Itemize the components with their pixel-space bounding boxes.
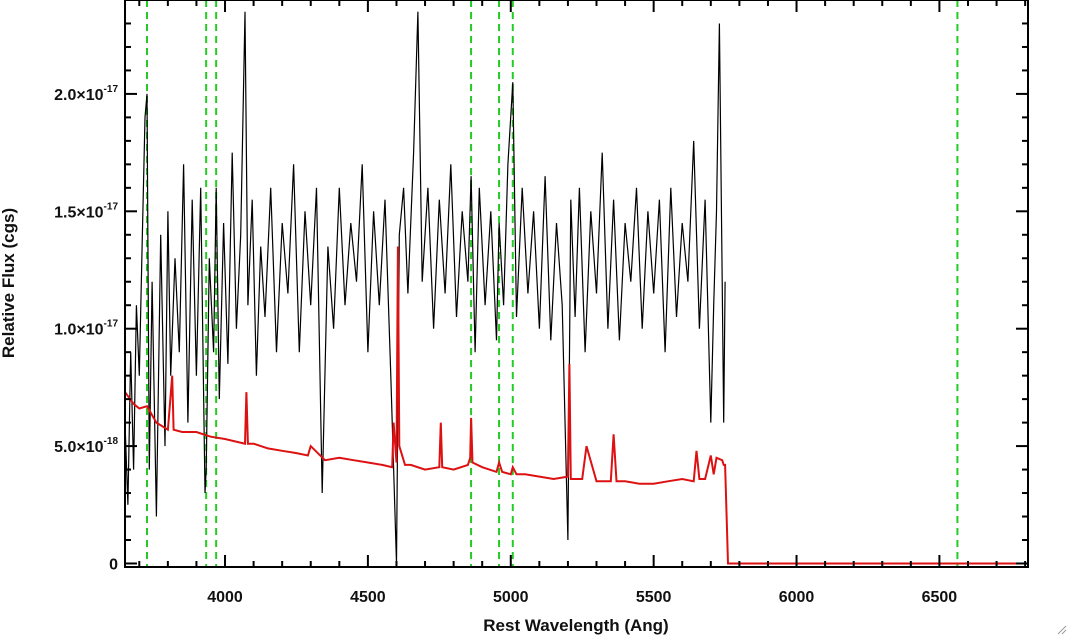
y-tick-label: 1.5×10-17: [54, 201, 118, 221]
x-tick-label: 5500: [636, 589, 672, 606]
x-axis-label: Rest Wavelength (Ang): [483, 616, 668, 635]
x-axis: 4000 4500 5000 5500 6000 6500: [138, 0, 1027, 606]
plot-frame: [124, 0, 1029, 568]
x-tick-label: 5000: [493, 589, 529, 606]
series-line-0: [125, 11, 726, 564]
y-tick-label: 5.0×10-18: [54, 436, 118, 456]
resize-grip-icon[interactable]: [1055, 623, 1067, 635]
x-tick-label: 4500: [350, 589, 386, 606]
y-tick-label: 2.0×10-17: [54, 84, 118, 104]
x-tick-label: 4000: [207, 589, 243, 606]
y-tick-label: 1.0×10-17: [54, 319, 118, 339]
x-tick-label: 6500: [922, 589, 958, 606]
x-tick-label: 6000: [779, 589, 815, 606]
y-tick-label: 0: [109, 556, 118, 573]
y-axis: 0 5.0×10-18 1.0×10-17 1.5×10-17 2.0×10-17: [54, 22, 1028, 573]
series-line-1: [125, 246, 1028, 565]
reference-lines: [146, 0, 959, 567]
series-layer: [125, 11, 1028, 565]
y-axis-label: Relative Flux (cgs): [0, 208, 18, 358]
